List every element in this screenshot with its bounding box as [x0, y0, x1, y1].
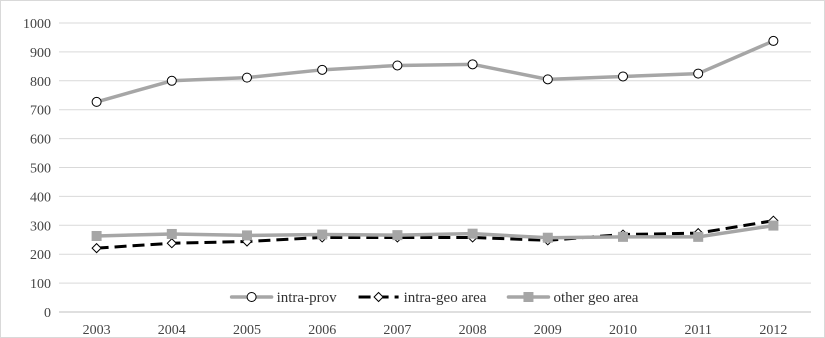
legend-item-1: intra-prov [229, 290, 337, 306]
x-tick-label: 2007 [383, 323, 411, 338]
data-point [91, 230, 102, 241]
y-tick-label: 800 [30, 75, 51, 90]
y-tick-label: 900 [30, 46, 51, 61]
x-tick-label: 2006 [308, 323, 336, 338]
data-point [166, 238, 178, 249]
series-line [94, 223, 776, 240]
legend-marker [373, 291, 384, 303]
legend-label: other geo area [553, 290, 638, 306]
data-point [392, 230, 403, 241]
data-point [242, 72, 252, 83]
data-point [618, 231, 628, 242]
legend-label: intra-geo area [404, 290, 487, 306]
data-point [768, 220, 779, 231]
data-point [542, 232, 553, 243]
data-point [91, 242, 102, 254]
data-point [317, 64, 328, 75]
data-point [618, 71, 628, 82]
data-point [91, 96, 102, 107]
data-point [467, 59, 478, 70]
data-point [317, 229, 328, 240]
y-tick-label: 700 [30, 104, 51, 119]
y-tick-label: 1000 [23, 17, 51, 32]
data-point [467, 228, 478, 239]
x-tick-label: 2011 [684, 323, 711, 338]
data-point [166, 228, 177, 239]
series-line [94, 39, 776, 104]
x-axis-tick-labels: 2003 2004 2005 2006 2007 2008 2009 2010 2011 2012 [83, 323, 788, 338]
legend: intra-prov intra-geo area other geo area [229, 290, 639, 306]
x-tick-label: 2012 [759, 323, 787, 338]
x-tick-label: 2010 [609, 323, 637, 338]
y-tick-label: 300 [30, 219, 51, 234]
legend-item-2: intra-geo area [358, 290, 487, 306]
x-tick-label: 2004 [158, 323, 186, 338]
legend-item-3: other geo area [506, 290, 639, 306]
data-point [392, 60, 403, 71]
y-tick-label: 500 [30, 162, 51, 177]
data-point [768, 35, 779, 46]
legend-marker [523, 292, 534, 302]
legend-label: intra-prov [277, 290, 337, 306]
x-tick-label: 2008 [459, 323, 487, 338]
y-tick-label: 100 [30, 277, 51, 292]
series-1 [91, 35, 779, 107]
data-point [542, 74, 553, 85]
y-tick-label: 0 [44, 306, 51, 321]
data-point [166, 75, 177, 86]
y-axis-tick-labels: 0 100 200 300 400 500 600 700 800 900 1000 [23, 17, 51, 321]
y-tick-label: 600 [30, 133, 51, 148]
series-group [91, 35, 779, 254]
data-point [693, 231, 704, 242]
series-line [96, 219, 774, 250]
y-tick-label: 200 [30, 248, 51, 263]
gridlines [59, 22, 811, 313]
x-tick-label: 2003 [83, 323, 111, 338]
y-tick-label: 400 [30, 190, 51, 205]
legend-marker [246, 292, 257, 302]
data-point [693, 68, 704, 79]
data-point [242, 230, 252, 241]
x-tick-label: 2009 [534, 323, 562, 338]
series-3 [91, 220, 779, 243]
x-tick-label: 2005 [233, 323, 261, 338]
